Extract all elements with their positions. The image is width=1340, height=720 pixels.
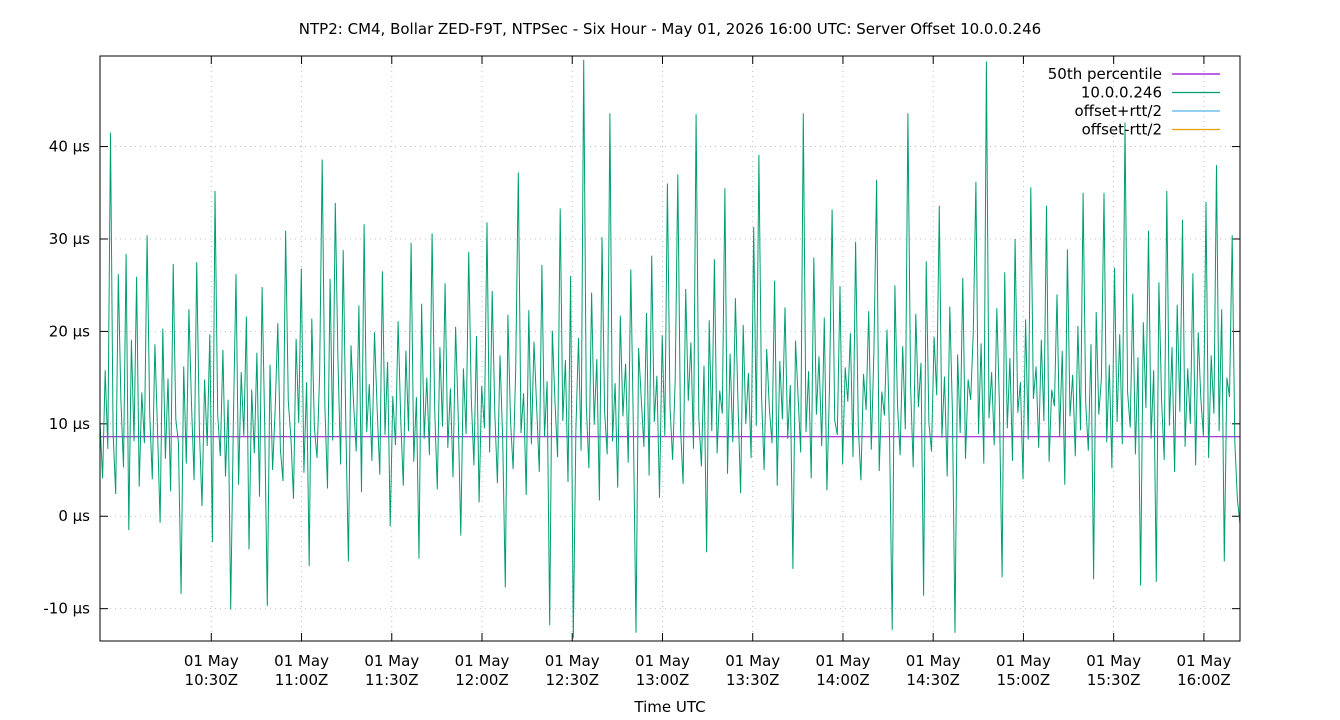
y-tick-label: 30 µs (49, 230, 90, 248)
x-tick-label-time: 13:00Z (636, 671, 690, 689)
y-tick-label: 20 µs (49, 322, 90, 340)
x-tick-label-date: 01 May (364, 652, 419, 670)
x-tick-label-date: 01 May (184, 652, 239, 670)
x-tick-label-date: 01 May (906, 652, 961, 670)
x-tick-label-time: 12:00Z (455, 671, 509, 689)
x-tick-label-time: 11:00Z (275, 671, 329, 689)
plot-frame (99, 55, 1241, 642)
y-axis-ticks: -10 µs 0 µs 10 µs 20 µs 30 µs 40 µs (43, 138, 1240, 618)
y-tick-label: 40 µs (49, 138, 90, 156)
x-tick-label-date: 01 May (274, 652, 329, 670)
x-tick-label-date: 01 May (996, 652, 1051, 670)
x-tick-label-time: 16:00Z (1177, 671, 1231, 689)
x-tick-label-time: 10:30Z (185, 671, 239, 689)
x-tick-label-time: 13:30Z (726, 671, 780, 689)
x-tick-label-date: 01 May (1176, 652, 1231, 670)
series-line-10.0.0.246 (99, 59, 1241, 639)
x-tick-label-time: 14:00Z (816, 671, 870, 689)
x-tick-label-date: 01 May (816, 652, 871, 670)
x-tick-label-date: 01 May (455, 652, 510, 670)
x-tick-label-time: 15:00Z (997, 671, 1051, 689)
legend-label: 10.0.0.246 (1081, 84, 1162, 102)
x-tick-label-date: 01 May (635, 652, 690, 670)
x-tick-label-time: 15:30Z (1087, 671, 1141, 689)
y-tick-label: 10 µs (49, 415, 90, 433)
x-tick-label-date: 01 May (725, 652, 780, 670)
y-tick-label: -10 µs (43, 600, 90, 618)
legend-label: offset+rtt/2 (1074, 102, 1162, 120)
x-tick-label-date: 01 May (545, 652, 600, 670)
x-tick-label-time: 12:30Z (545, 671, 599, 689)
legend-label: 50th percentile (1048, 65, 1162, 83)
legend: 50th percentile10.0.0.246offset+rtt/2off… (1048, 65, 1220, 139)
plot-area (99, 59, 1241, 639)
x-tick-label-time: 11:30Z (365, 671, 419, 689)
x-axis-label: Time UTC (633, 698, 705, 716)
x-tick-label-date: 01 May (1086, 652, 1141, 670)
x-tick-label-time: 14:30Z (906, 671, 960, 689)
y-tick-label: 0 µs (58, 507, 90, 525)
chart-title: NTP2: CM4, Bollar ZED-F9T, NTPSec - Six … (299, 20, 1041, 38)
legend-label: offset-rtt/2 (1082, 121, 1162, 139)
